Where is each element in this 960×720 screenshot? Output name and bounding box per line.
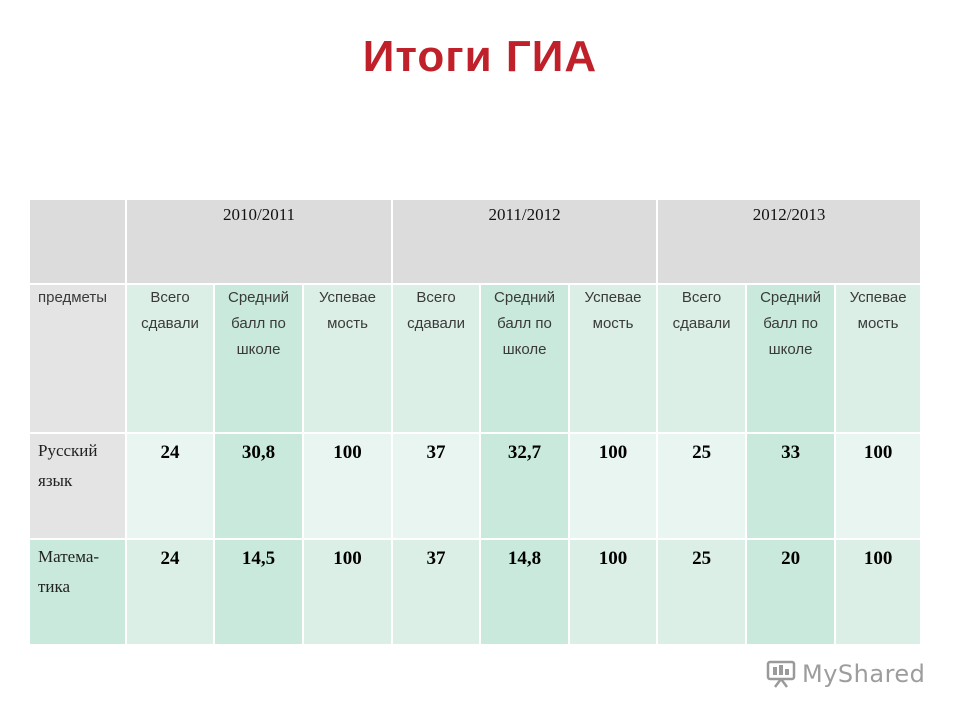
corner-cell [30, 200, 127, 285]
logo-text: MyShared [802, 660, 926, 688]
myshared-logo[interactable]: MyShared [766, 656, 925, 692]
year-header-row: 2010/2011 2011/2012 2012/2013 [30, 200, 923, 285]
subject-name: Русский язык [30, 434, 127, 540]
value-cell: 24 [127, 540, 215, 646]
subject-name: Матема- тика [30, 540, 127, 646]
value-cell: 25 [658, 540, 748, 646]
value-cell: 100 [304, 540, 394, 646]
value-cell: 32,7 [481, 434, 571, 540]
col-header-all: Всего сдавали [127, 285, 215, 434]
value-cell: 100 [570, 540, 659, 646]
value-cell: 100 [304, 434, 394, 540]
table-row: Русский язык 24 30,8 100 37 32,7 100 25 … [30, 434, 923, 540]
col-header-all: Всего сдавали [658, 285, 748, 434]
col-header-pass: Успевае мость [836, 285, 923, 434]
col-header-avg: Средний балл по школе [481, 285, 571, 434]
value-cell: 37 [393, 540, 482, 646]
year-header: 2011/2012 [393, 200, 659, 285]
value-cell: 25 [658, 434, 748, 540]
table-row: Матема- тика 24 14,5 100 37 14,8 100 25 … [30, 540, 923, 646]
presentation-screen-icon [766, 659, 796, 689]
column-header-row: предметы Всего сдавали Средний балл по ш… [30, 285, 923, 434]
value-cell: 100 [836, 540, 923, 646]
subjects-header: предметы [30, 285, 127, 434]
year-header: 2012/2013 [658, 200, 923, 285]
value-cell: 20 [747, 540, 837, 646]
col-header-avg: Средний балл по школе [747, 285, 837, 434]
value-cell: 24 [127, 434, 215, 540]
results-table: 2010/2011 2011/2012 2012/2013 предметы В… [30, 200, 923, 646]
value-cell: 100 [570, 434, 659, 540]
col-header-all: Всего сдавали [393, 285, 482, 434]
page-title: Итоги ГИА [362, 32, 598, 81]
value-cell: 33 [747, 434, 837, 540]
value-cell: 14,8 [481, 540, 571, 646]
value-cell: 37 [393, 434, 482, 540]
year-header: 2010/2011 [127, 200, 394, 285]
col-header-avg: Средний балл по школе [215, 285, 304, 434]
col-header-pass: Успевае мость [304, 285, 394, 434]
col-header-pass: Успевае мость [570, 285, 659, 434]
value-cell: 100 [836, 434, 923, 540]
value-cell: 14,5 [215, 540, 304, 646]
value-cell: 30,8 [215, 434, 304, 540]
